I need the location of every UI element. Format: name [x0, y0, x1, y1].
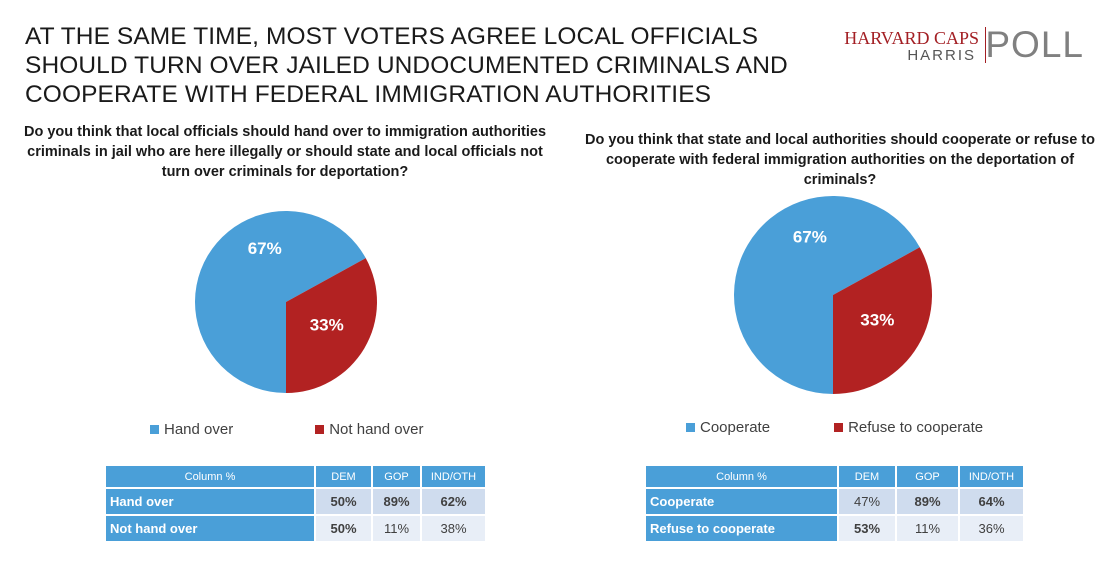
- crosstab-right: Column % DEM GOP IND/OTH Cooperate 47% 89%…: [644, 464, 1025, 543]
- column-header: GOP: [897, 466, 958, 487]
- pie-chart-right: 67% 33%: [734, 196, 932, 394]
- table-row: Cooperate 47% 89% 64%: [646, 489, 1023, 514]
- table-row: Hand over 50% 89% 62%: [106, 489, 485, 514]
- table-cell: 62%: [422, 489, 485, 514]
- legend-label: Not hand over: [329, 421, 424, 438]
- table-cell: 11%: [373, 516, 420, 541]
- table-cell: 38%: [422, 516, 485, 541]
- legend-right: Cooperate Refuse to cooperate: [686, 419, 983, 436]
- table-row: Not hand over 50% 11% 38%: [106, 516, 485, 541]
- table-cell: 53%: [839, 516, 895, 541]
- table-cell: 47%: [839, 489, 895, 514]
- column-header: IND/OTH: [960, 466, 1023, 487]
- row-label: Refuse to cooperate: [646, 516, 837, 541]
- row-label: Cooperate: [646, 489, 837, 514]
- logo-line-1: HARVARD CAPS: [844, 28, 979, 48]
- row-label: Hand over: [106, 489, 314, 514]
- column-header: DEM: [839, 466, 895, 487]
- legend-swatch-red: [315, 425, 325, 434]
- column-header: GOP: [373, 466, 420, 487]
- legend-label: Refuse to cooperate: [848, 419, 984, 436]
- data-label-not-hand-over: 33%: [310, 316, 344, 335]
- legend-swatch-blue: [686, 423, 695, 432]
- table-cell: 89%: [897, 489, 958, 514]
- pie-slice-hand-over: [195, 211, 366, 393]
- legend-label: Hand over: [164, 421, 234, 438]
- legend-item-not-hand-over: Not hand over: [315, 421, 423, 438]
- legend-swatch-blue: [150, 425, 159, 434]
- data-label-cooperate: 67%: [793, 228, 827, 247]
- pie-slice-refuse-to-cooperate: [833, 247, 932, 394]
- logo-line-2: HARRIS: [907, 47, 976, 64]
- table-cell: 36%: [960, 516, 1023, 541]
- table-cell: 11%: [897, 516, 958, 541]
- data-label-refuse-to-cooperate: 33%: [860, 311, 894, 330]
- pie-slice-cooperate: [734, 196, 920, 394]
- question-right: Do you think that state and local author…: [585, 132, 1095, 188]
- column-header: Column %: [106, 466, 314, 487]
- legend-item-cooperate: Cooperate: [686, 419, 770, 436]
- table-cell: 64%: [960, 489, 1023, 514]
- legend-item-hand-over: Hand over: [150, 421, 233, 438]
- table-cell: 89%: [373, 489, 420, 514]
- legend-item-refuse-to-cooperate: Refuse to cooperate: [834, 419, 983, 436]
- logo-line-3: POLL: [985, 24, 1084, 65]
- page-title: AT THE SAME TIME, MOST VOTERS AGREE LOCA…: [25, 23, 788, 108]
- legend-label: Cooperate: [700, 419, 771, 436]
- question-left: Do you think that local officials should…: [23, 124, 547, 180]
- logo-divider: [985, 27, 986, 63]
- row-label: Not hand over: [106, 516, 314, 541]
- table-cell: 50%: [316, 489, 371, 514]
- column-header: DEM: [316, 466, 371, 487]
- harvard-caps-harris-poll-logo: HARVARD CAPS HARRIS POLL: [844, 24, 1084, 68]
- pie-slice-not-hand-over: [286, 258, 377, 393]
- column-header: Column %: [646, 466, 837, 487]
- table-cell: 50%: [316, 516, 371, 541]
- crosstab-left: Column % DEM GOP IND/OTH Hand over 50% 89%…: [104, 464, 487, 543]
- pie-chart-left: 67% 33%: [195, 211, 377, 393]
- legend-swatch-red: [834, 423, 844, 432]
- column-header: IND/OTH: [422, 466, 485, 487]
- legend-left: Hand over Not hand over: [150, 421, 423, 438]
- table-row: Refuse to cooperate 53% 11% 36%: [646, 516, 1023, 541]
- data-label-hand-over: 67%: [248, 239, 282, 258]
